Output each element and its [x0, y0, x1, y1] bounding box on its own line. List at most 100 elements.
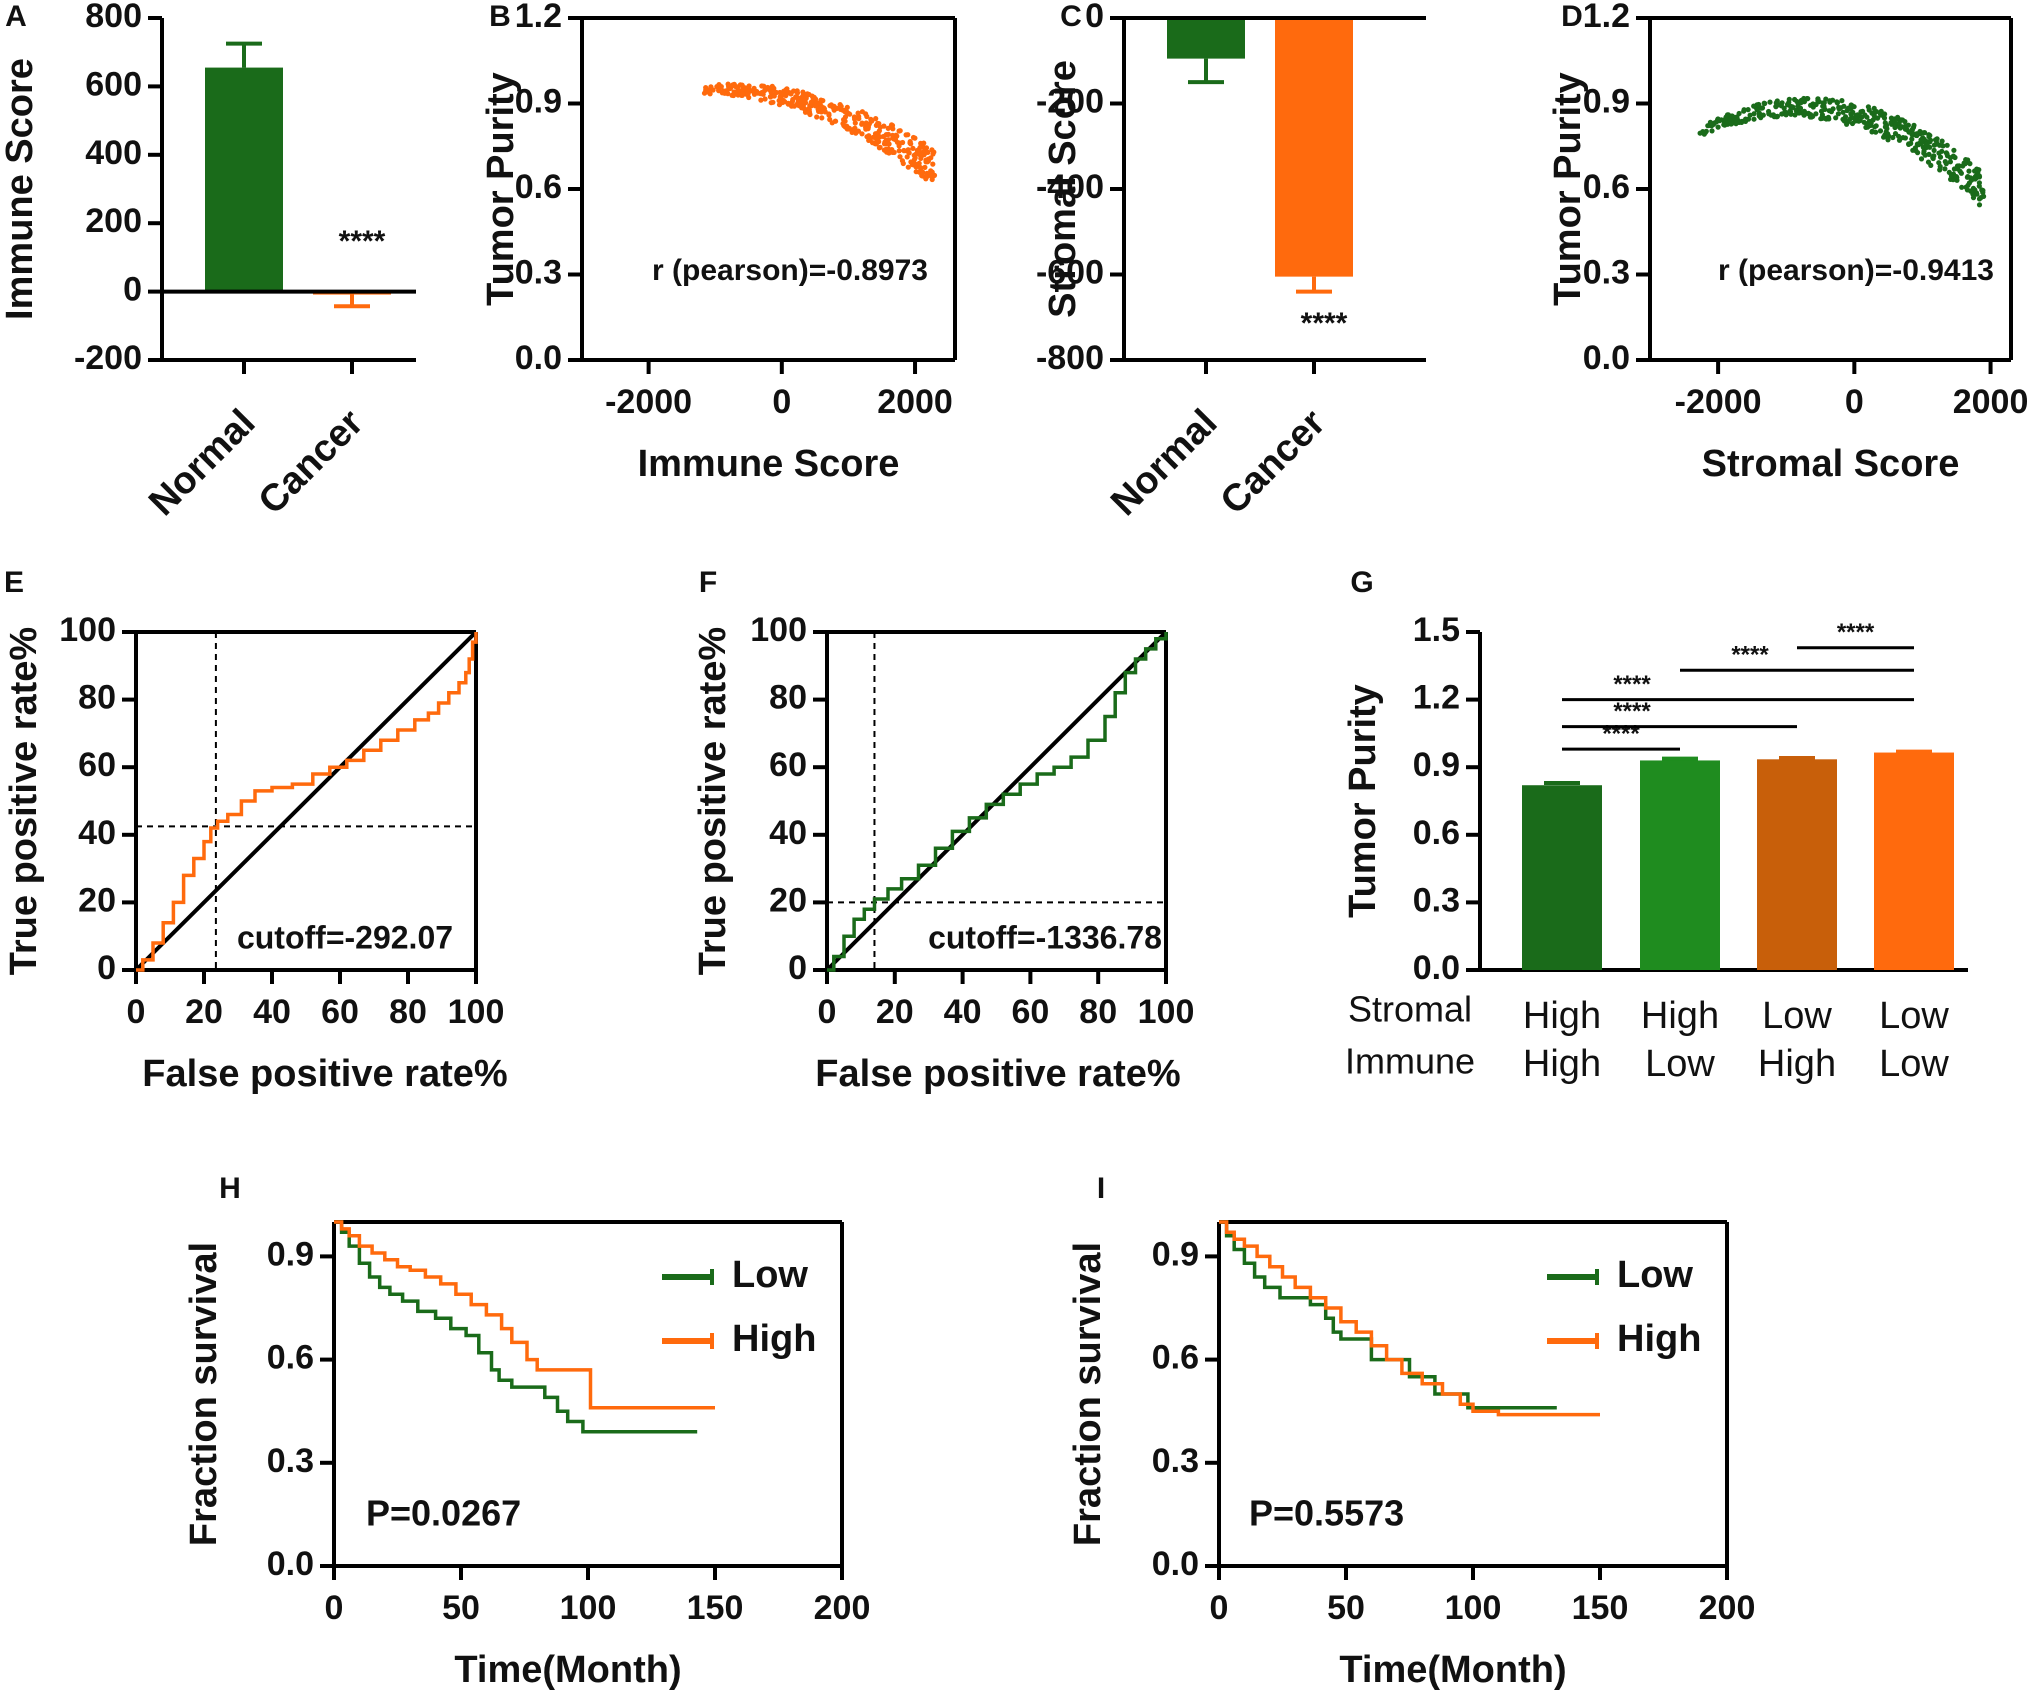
scatter-point: [852, 116, 858, 122]
y-axis-label: Immune Score: [0, 58, 41, 320]
x-tick-label: 0: [818, 993, 837, 1031]
scatter-point: [1756, 111, 1763, 117]
panel-label: D: [1561, 0, 1583, 33]
scatter-point: [1781, 105, 1787, 111]
panel-label: C: [1060, 0, 1082, 33]
bar-normal: [205, 67, 283, 292]
x-tick-label: 100: [1138, 993, 1195, 1031]
scatter-point: [1882, 124, 1888, 130]
y-axis-label: Tumor Purity: [480, 72, 522, 306]
scatter-point: [812, 103, 818, 109]
scatter-point: [777, 94, 783, 100]
scatter-point: [1821, 100, 1827, 106]
y-tick-label: 20: [78, 881, 116, 919]
scatter-point: [820, 98, 826, 104]
panel-i: I 0.0 0.3 0.6 0.9 0 50 100 150 200 Fraction surviv…: [1067, 1172, 1755, 1691]
scatter-point: [930, 161, 936, 167]
scatter-point: [917, 149, 923, 155]
scatter-point: [906, 150, 912, 156]
scatter-point: [1944, 142, 1950, 148]
scatter-point: [1868, 120, 1874, 126]
scatter-point: [827, 116, 833, 123]
scatter-point: [847, 111, 853, 117]
scatter-point: [912, 155, 918, 161]
scatter-point: [920, 169, 926, 175]
scatter-point: [1766, 108, 1772, 115]
scatter-point: [897, 128, 903, 134]
y-tick-label: 100: [750, 611, 807, 649]
scatter-point: [1869, 128, 1875, 134]
x-tick-label: 100: [448, 993, 505, 1031]
scatter-point: [800, 96, 806, 102]
scatter-point: [1798, 97, 1804, 103]
scatter-point: [1922, 152, 1928, 158]
x-tick-label: 50: [1327, 1589, 1365, 1627]
scatter-point: [1906, 141, 1912, 147]
scatter-point: [1804, 96, 1810, 102]
panel-g: G 0.0 0.3 0.6 0.9 1.2 1.5 Tumor Purity High High H…: [1342, 566, 1968, 1085]
x-tick-label: 20: [185, 993, 223, 1031]
scatter-point: [1943, 150, 1949, 156]
panel-label: B: [489, 0, 511, 33]
scatter-point: [1965, 182, 1971, 188]
scatter-point: [1848, 111, 1854, 117]
scatter-point: [838, 103, 844, 109]
scatter-point: [930, 151, 936, 157]
legend-label-high: High: [732, 1318, 816, 1360]
scatter-point: [705, 87, 711, 93]
x-category-label: Cancer: [251, 402, 372, 523]
scatter-point: [1920, 144, 1926, 150]
panel-h: H 0.0 0.3 0.6 0.9 0 50 100 150 200 Fraction surviv…: [183, 1172, 870, 1691]
scatter-point: [864, 113, 870, 120]
y-tick-label: 600: [85, 65, 142, 103]
scatter-point: [1979, 187, 1985, 193]
panel-b: B 0.0 0.3 0.6 0.9 1.2 -2000 0 2000 Tumor Purity Im…: [480, 0, 957, 485]
panel-label: F: [699, 566, 717, 599]
scatter-point: [1978, 195, 1984, 201]
correlation-annotation: r (pearson)=-0.8973: [652, 254, 928, 287]
x-tick-label: 60: [321, 993, 359, 1031]
y-tick-label: 40: [769, 814, 807, 852]
scatter-point: [730, 92, 737, 99]
scatter-point: [1822, 106, 1828, 112]
x-tick-label: 0: [1210, 1589, 1229, 1627]
scatter-point: [1739, 119, 1745, 125]
scatter-point: [1974, 191, 1980, 197]
y-axis-label: Tumor Purity: [1547, 72, 1589, 306]
scatter-point: [716, 88, 722, 94]
y-tick-label: 0.3: [1152, 1442, 1199, 1480]
scatter-point: [1914, 131, 1920, 137]
scatter-point: [725, 91, 731, 97]
y-tick-label: 1.2: [1413, 679, 1460, 717]
scatter-point: [1751, 111, 1757, 117]
scatter-point: [897, 154, 903, 160]
scatter-point: [1718, 117, 1724, 123]
scatter-point: [1959, 184, 1965, 190]
scatter-point: [783, 87, 789, 93]
scatter-point: [865, 124, 872, 130]
scatter-point: [1892, 124, 1898, 131]
scatter-point: [883, 146, 889, 152]
scatter-point: [1754, 107, 1760, 113]
scatter-point: [758, 97, 764, 103]
x-tick-label: 100: [1445, 1589, 1502, 1627]
scatter-point: [1828, 109, 1834, 115]
diagonal-reference-line: [825, 630, 1168, 972]
scatter-point: [783, 93, 789, 99]
scatter-point: [886, 150, 892, 156]
scatter-point: [730, 82, 736, 88]
panel-label: A: [5, 0, 27, 33]
scatter-point: [1942, 166, 1948, 172]
scatter-point: [896, 143, 902, 149]
scatter-point: [726, 84, 732, 90]
scatter-point: [1774, 98, 1780, 104]
scatter-point: [1925, 159, 1932, 165]
scatter-point: [855, 128, 862, 134]
y-tick-label: 0.6: [1152, 1339, 1199, 1377]
x-tick-label: 40: [253, 993, 291, 1031]
scatter-point: [718, 84, 724, 90]
scatter-point: [1733, 114, 1739, 121]
scatter-point: [1843, 117, 1849, 123]
scatter-point: [1927, 139, 1933, 145]
y-tick-label: 40: [78, 814, 116, 852]
